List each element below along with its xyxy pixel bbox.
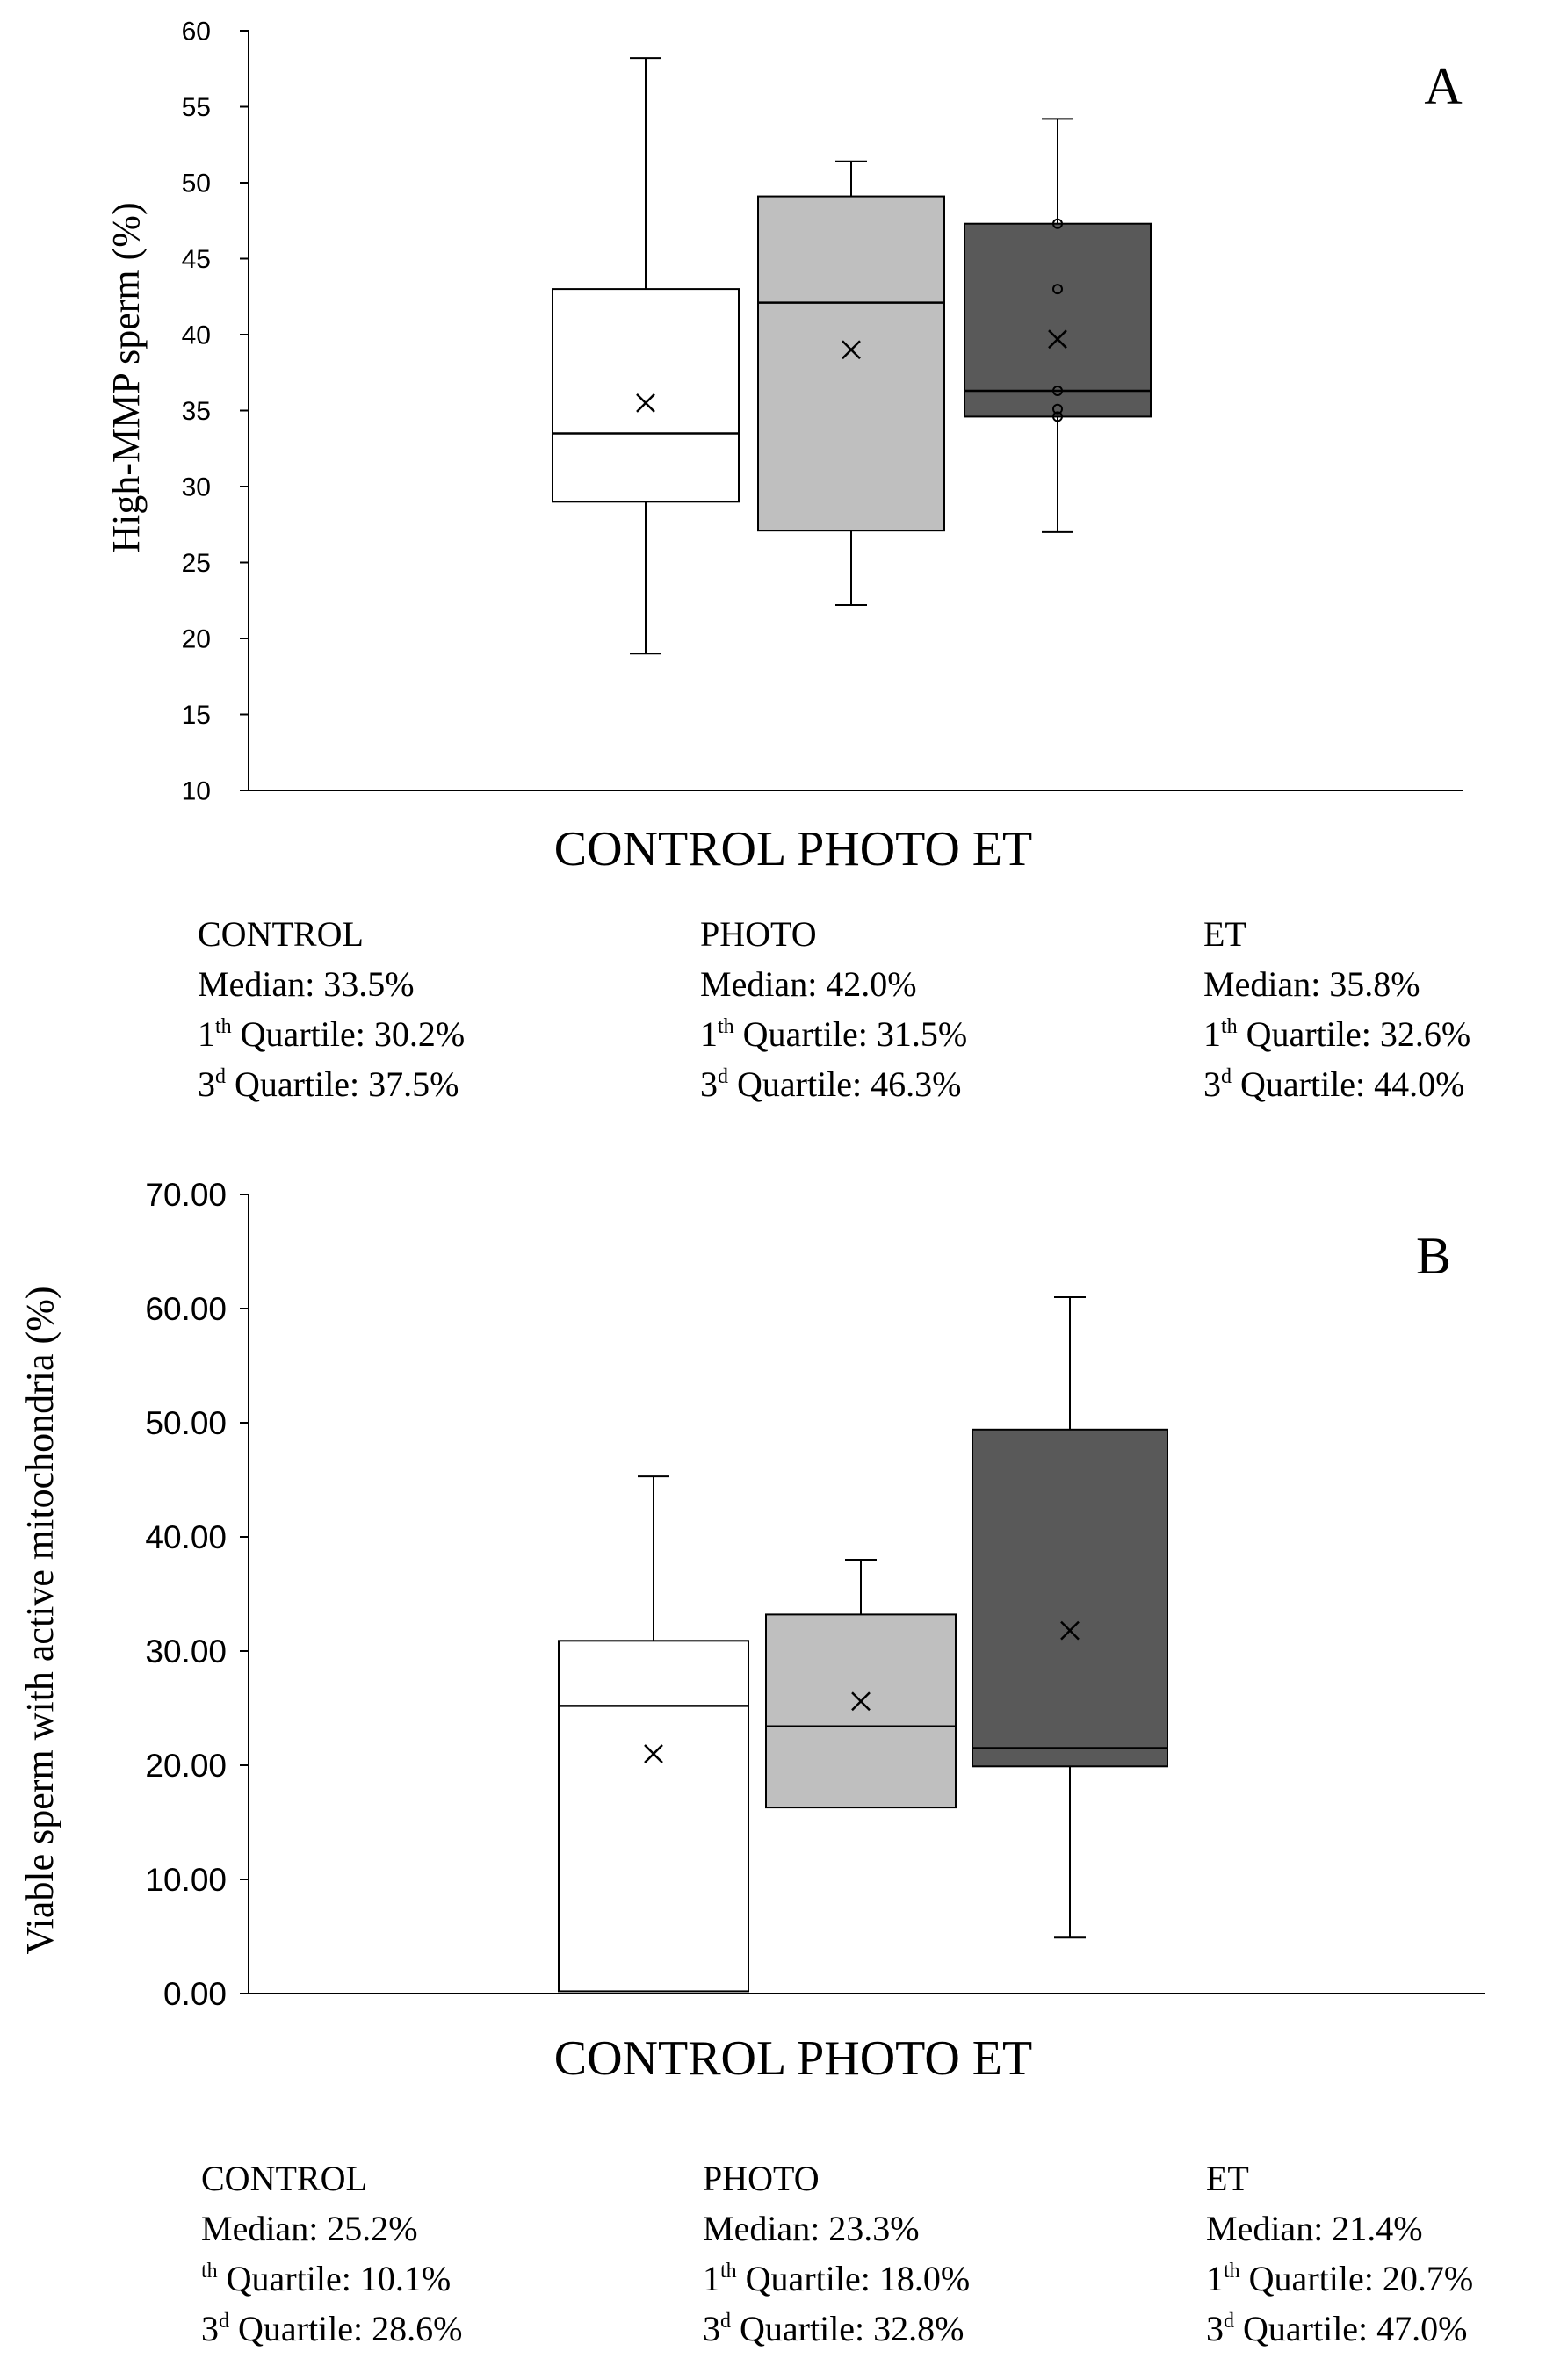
- panel-label: A: [1424, 57, 1462, 115]
- y-tick-label: 45: [182, 245, 211, 274]
- mean-marker-stroke: [636, 393, 655, 413]
- box-control: [552, 57, 740, 655]
- stats-group-name: ET: [1203, 914, 1246, 954]
- panel-b-stats-photo: PHOTO Median: 23.3% 1th Quartile: 18.0% …: [703, 2153, 970, 2354]
- y-tick-label: 15: [182, 701, 211, 730]
- stats-group-name: CONTROL: [198, 914, 364, 954]
- y-tick-label: 20: [182, 625, 211, 654]
- stats-first-quartile: 1th Quartile: 31.5%: [700, 1014, 968, 1054]
- y-axis-label: High-MMP sperm (%): [105, 202, 148, 552]
- stats-median: Median: 21.4%: [1206, 2209, 1423, 2248]
- y-tick-label: 50.00: [145, 1405, 227, 1441]
- box-photo: [765, 1559, 957, 1809]
- mean-marker-stroke: [842, 340, 861, 360]
- y-axis-label: Viable sperm with active mitochondria (%…: [18, 1287, 61, 1955]
- data-point: [1052, 284, 1063, 295]
- y-tick-label: 30: [182, 473, 211, 502]
- y-tick-label: 10: [182, 777, 211, 806]
- stats-first-quartile: 1th Quartile: 20.7%: [1206, 2259, 1474, 2298]
- box-iqr: [972, 1428, 1168, 1768]
- stats-third-quartile: 3d Quartile: 32.8%: [703, 2309, 964, 2348]
- y-tick-label: 60: [182, 18, 211, 47]
- y-tick-label: 35: [182, 397, 211, 426]
- panel-label: B: [1416, 1227, 1451, 1285]
- stats-third-quartile: 3d Quartile: 47.0%: [1206, 2309, 1468, 2348]
- data-point: [1052, 386, 1063, 397]
- stats-group-name: PHOTO: [700, 914, 817, 954]
- stats-median: Median: 33.5%: [198, 964, 415, 1004]
- box-iqr: [964, 222, 1152, 418]
- stats-median: Median: 23.3%: [703, 2209, 920, 2248]
- panel-b-stats-et: ET Median: 21.4% 1th Quartile: 20.7% 3d …: [1206, 2153, 1473, 2354]
- box-et: [972, 1296, 1168, 1939]
- panel-a-stats-photo: PHOTO Median: 42.0% 1th Quartile: 31.5% …: [700, 909, 967, 1109]
- y-tick-label: 25: [182, 549, 211, 578]
- data-point: [1052, 411, 1063, 422]
- y-tick-label: 60.00: [145, 1291, 227, 1327]
- stats-third-quartile: 3d Quartile: 44.0%: [1203, 1064, 1465, 1104]
- y-tick-label: 50: [182, 169, 211, 198]
- y-tick-label: 70.00: [145, 1177, 227, 1213]
- stats-group-name: CONTROL: [201, 2159, 367, 2198]
- stats-third-quartile: 3d Quartile: 28.6%: [201, 2309, 463, 2348]
- stats-median: Median: 42.0%: [700, 964, 917, 1004]
- box-iqr: [757, 195, 945, 532]
- y-tick-label: 0.00: [163, 1976, 227, 2012]
- stats-first-quartile: 1th Quartile: 18.0%: [703, 2259, 971, 2298]
- box-iqr: [558, 1640, 749, 1993]
- y-tick-label: 30.00: [145, 1634, 227, 1670]
- box-et: [964, 118, 1152, 533]
- data-point: [1052, 403, 1063, 415]
- x-axis-group-labels: CONTROL PHOTO ET: [554, 2031, 1032, 2086]
- y-tick-label: 10.00: [145, 1862, 227, 1898]
- panel-b-stats-control: CONTROL Median: 25.2% th Quartile: 10.1%…: [201, 2153, 463, 2354]
- stats-third-quartile: 3d Quartile: 37.5%: [198, 1064, 459, 1104]
- panel-b-chart: 0.00 10.00 20.00 30.00 40.00 50.00 60.00 70.00 V…: [18, 1177, 1485, 2086]
- stats-first-quartile: 1th Quartile: 32.6%: [1203, 1014, 1471, 1054]
- mean-marker-stroke: [644, 1744, 663, 1763]
- y-tick-label: 40: [182, 321, 211, 350]
- mean-marker-stroke: [851, 1691, 871, 1712]
- y-tick-label: 55: [182, 93, 211, 122]
- panel-a-chart: 10 15 20 25 30 35 40 45 50 55 60 High-MMP sperm (%)…: [105, 18, 1463, 876]
- box-iqr: [765, 1613, 957, 1809]
- box-iqr: [552, 288, 740, 503]
- box-photo: [757, 160, 945, 606]
- y-tick-label: 20.00: [145, 1748, 227, 1784]
- stats-median: Median: 25.2%: [201, 2209, 418, 2248]
- stats-first-quartile: th Quartile: 10.1%: [201, 2259, 452, 2298]
- stats-median: Median: 35.8%: [1203, 964, 1420, 1004]
- panel-a-stats-control: CONTROL Median: 33.5% 1th Quartile: 30.2…: [198, 909, 465, 1109]
- stats-group-name: ET: [1206, 2159, 1249, 2198]
- x-axis-group-labels: CONTROL PHOTO ET: [554, 822, 1032, 876]
- mean-marker-stroke: [1060, 1620, 1080, 1641]
- y-tick-label: 40.00: [145, 1519, 227, 1555]
- data-point: [1052, 218, 1063, 229]
- stats-first-quartile: 1th Quartile: 30.2%: [198, 1014, 466, 1054]
- box-control: [558, 1475, 749, 1993]
- mean-marker-stroke: [1048, 329, 1067, 350]
- stats-group-name: PHOTO: [703, 2159, 820, 2198]
- stats-third-quartile: 3d Quartile: 46.3%: [700, 1064, 962, 1104]
- panel-a-stats-et: ET Median: 35.8% 1th Quartile: 32.6% 3d …: [1203, 909, 1470, 1109]
